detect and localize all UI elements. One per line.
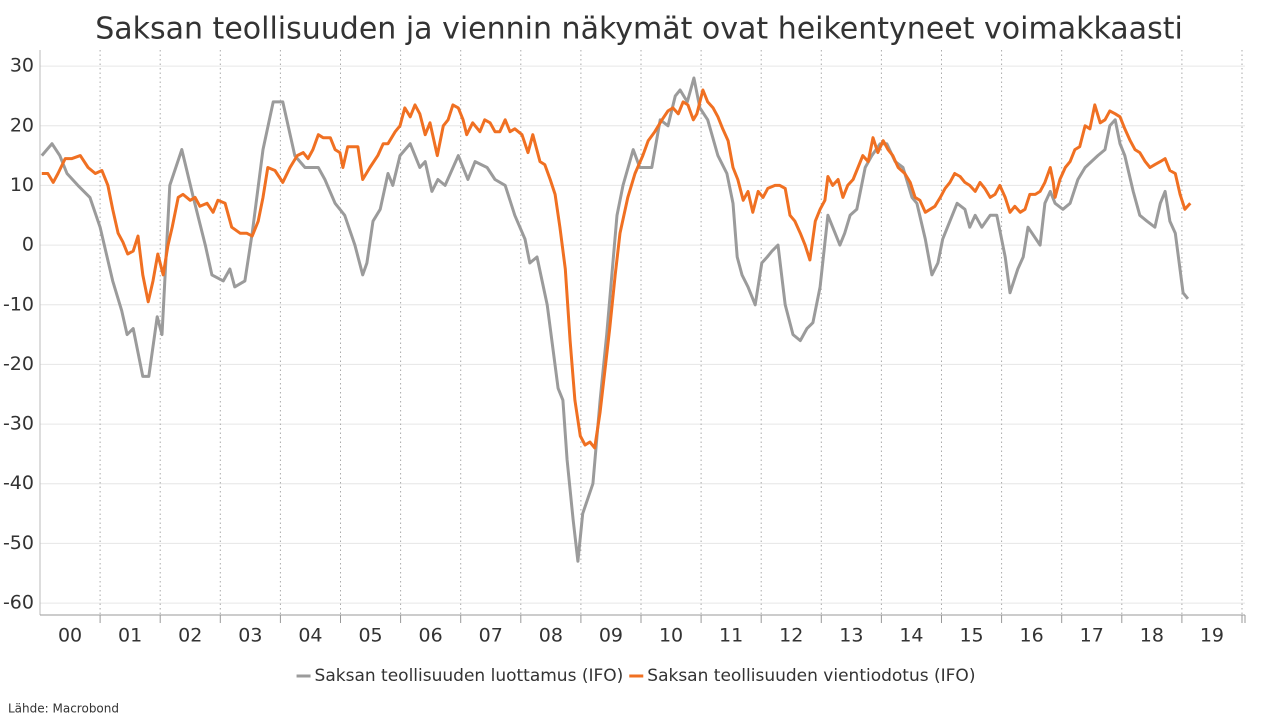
x-tick-label: 17 [1080, 625, 1104, 647]
x-tick-label: 06 [419, 625, 443, 647]
x-tick-label: 14 [899, 625, 923, 647]
x-tick-label: 07 [479, 625, 503, 647]
x-tick-label: 11 [719, 625, 743, 647]
legend-label: Saksan teollisuuden luottamus (IFO) [315, 666, 624, 686]
source: Lähde: Macrobond [8, 702, 119, 716]
x-tick-label: 08 [539, 625, 563, 647]
x-tick-label: 13 [839, 625, 863, 647]
y-tick-label: 0 [22, 234, 34, 256]
x-tick-label: 18 [1140, 625, 1164, 647]
y-tick-label: -60 [3, 592, 34, 614]
legend: Saksan teollisuuden luottamus (IFO) Saksa… [296, 666, 975, 686]
x-tick-label: 03 [238, 625, 262, 647]
x-tick-label: 09 [599, 625, 623, 647]
chart-title: Saksan teollisuuden ja viennin näkymät o… [95, 12, 1183, 47]
legend-item: Saksan teollisuuden vientiodotus (IFO) [629, 666, 975, 686]
y-tick-label: -30 [3, 413, 34, 435]
y-tick-label: -20 [3, 353, 34, 375]
series-line [41, 88, 1192, 450]
legend-item: Saksan teollisuuden luottamus (IFO) [296, 666, 624, 686]
x-tick-label: 12 [779, 625, 803, 647]
y-tick-label: -50 [3, 532, 34, 554]
x-tick-label: 00 [58, 625, 82, 647]
y-tick-label: 20 [10, 114, 34, 136]
x-tick-label: 02 [178, 625, 202, 647]
x-tick-label: 16 [1020, 625, 1044, 647]
y-tick-label: 10 [10, 174, 34, 196]
x-tick-label: 10 [659, 625, 683, 647]
x-tick-label: 05 [358, 625, 382, 647]
y-tick-label: 30 [10, 55, 34, 77]
y-tick-label: -10 [3, 293, 34, 315]
legend-label: Saksan teollisuuden vientiodotus (IFO) [647, 666, 975, 686]
x-tick-label: 04 [298, 625, 322, 647]
x-tick-label: 01 [118, 625, 142, 647]
x-tick-label: 19 [1200, 625, 1224, 647]
x-tick-label: 15 [959, 625, 983, 647]
y-tick-label: -40 [3, 472, 34, 494]
series-line [40, 76, 1190, 563]
